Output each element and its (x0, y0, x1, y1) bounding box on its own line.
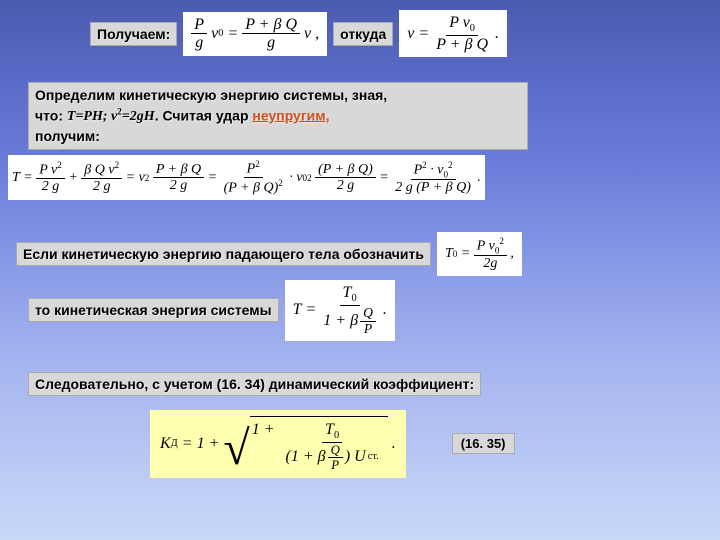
eq-number: (16. 35) (452, 433, 515, 454)
para-3: то кинетическая энергия системы (28, 298, 279, 322)
label-get: Получаем: (90, 22, 177, 46)
formula-6: KД = 1 + √ 1 + T0 (1 + βQP) Uст. . (150, 410, 406, 478)
underlined-neupr: неупругим, (252, 107, 329, 123)
formula-3: T = P v22 g + β Q v22 g = v2 P + β Q2 g … (8, 155, 485, 200)
formula-4: T0 = P v022g , (437, 232, 522, 276)
para-2: Если кинетическую энергию падающего тела… (16, 242, 431, 266)
formula-5: T = T0 1 + βQP . (285, 280, 395, 341)
para-1: Определим кинетическую энергию системы, … (28, 82, 528, 150)
formula-2: v = P v0P + β Q . (399, 10, 507, 57)
para-4: Следовательно, с учетом (16. 34) динамич… (28, 372, 481, 396)
formula-1: Pg v0 = P + β Qg v , (183, 12, 327, 56)
label-whence: откуда (333, 22, 393, 46)
